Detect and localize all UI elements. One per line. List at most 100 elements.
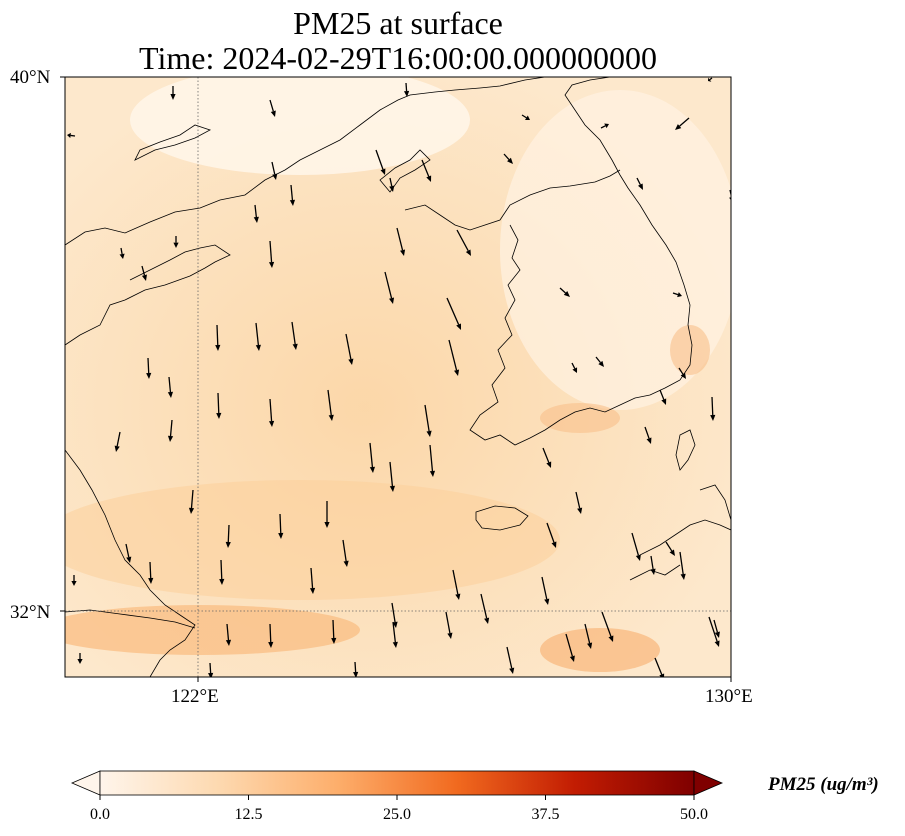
wind-arrow [188,489,195,514]
wind-arrow [173,236,179,248]
colorbar-tick-12-5: 12.5 [234,806,263,823]
wind-arrow [708,616,720,647]
lon-label-122e: 122°E [171,686,219,707]
wind-arrow [255,322,261,351]
pm25-field [65,77,731,677]
wind-arrow [631,532,641,561]
wind-arrow [309,567,316,594]
wind-arrow [216,392,222,419]
wind-arrow [345,333,354,365]
wind-vectors [67,77,731,677]
wind-arrow [456,229,471,256]
wind-arrow [595,356,604,367]
colorbar [70,770,724,800]
wind-arrow [375,149,386,175]
wind-arrow [225,623,232,646]
wind-arrow [167,419,174,442]
colorbar-gradient [99,770,695,796]
wind-arrow [392,621,398,648]
wind-arrow [713,619,720,638]
wind-arrow [167,376,174,398]
lat-label-40n: 40°N [10,67,51,88]
wind-arrow [559,287,570,297]
wind-arrow [644,426,652,444]
wind-arrow [503,153,513,164]
wind-arrow [148,561,154,584]
wind-arrow [636,177,643,190]
wind-arrow [77,653,83,664]
wind-arrow [445,611,453,639]
wind-arrow [253,204,259,223]
wind-arrow [141,265,147,281]
wind-arrow [269,99,276,117]
wind-arrow [654,657,665,677]
wind-arrow [389,177,395,192]
colorbar-tick-37-5: 37.5 [531,806,560,823]
wind-arrow [675,117,690,130]
wind-arrow [215,324,221,351]
colorbar-tick-25: 25.0 [383,806,411,823]
wind-arrow [571,362,578,373]
wind-arrow [125,543,132,563]
wind-arrow [480,593,490,624]
map-frame [64,76,732,678]
wind-arrow [506,646,515,674]
wind-arrow [208,662,214,677]
wind-arrow [708,77,713,82]
wind-arrow [389,461,395,492]
wind-arrow [403,82,410,97]
wind-arrow [542,447,552,468]
wind-arrow [421,159,432,182]
lon-label-130e: 130°E [705,686,753,707]
wind-arrow [119,247,125,259]
wind-arrow [601,611,614,642]
wind-arrow [384,271,395,304]
lat-label-32n: 32°N [10,602,51,623]
wind-arrow [650,555,656,575]
wind-arrow [396,227,406,256]
wind-arrow [600,123,609,129]
wind-arrow [71,575,77,586]
wind-arrow [271,161,278,180]
wind-arrow [146,357,152,379]
wind-arrow [584,623,593,649]
wind-arrow [324,501,330,528]
wind-arrow [521,114,530,120]
map-title: PM25 at surface [293,5,503,41]
wind-arrow [678,367,686,379]
colorbar-extend-max [693,770,724,796]
wind-arrow [331,619,337,644]
wind-arrow [679,551,686,580]
coastlines [65,77,731,677]
wind-arrow [170,86,176,100]
wind-arrow [369,442,375,473]
wind-arrow [268,398,275,427]
wind-arrow [342,539,349,567]
wind-arrow [452,569,461,600]
wind-arrow [327,389,334,421]
wind-arrow [424,404,432,437]
colorbar-tick-50: 50.0 [680,806,708,823]
map-subtitle-time: Time: 2024-02-29T16:00:00.000000000 [139,40,657,76]
wind-arrow [225,524,231,548]
wind-arrow [448,339,460,376]
wind-arrow [114,431,121,452]
wind-arrow [289,184,296,206]
wind-arrow [710,396,716,421]
wind-arrow [575,491,583,514]
wind-arrow [446,297,461,330]
wind-arrow [665,541,675,556]
wind-arrow [429,444,436,477]
wind-arrow [565,633,575,662]
wind-arrow [541,576,550,605]
wind-arrow [219,559,225,585]
wind-arrow [672,292,682,298]
wind-arrow [291,321,298,350]
colorbar-tick-0: 0.0 [90,806,110,823]
wind-arrow [268,623,274,648]
wind-arrow [278,513,284,539]
wind-arrow [67,132,76,139]
wind-arrow [268,240,275,268]
wind-arrow [353,661,359,677]
